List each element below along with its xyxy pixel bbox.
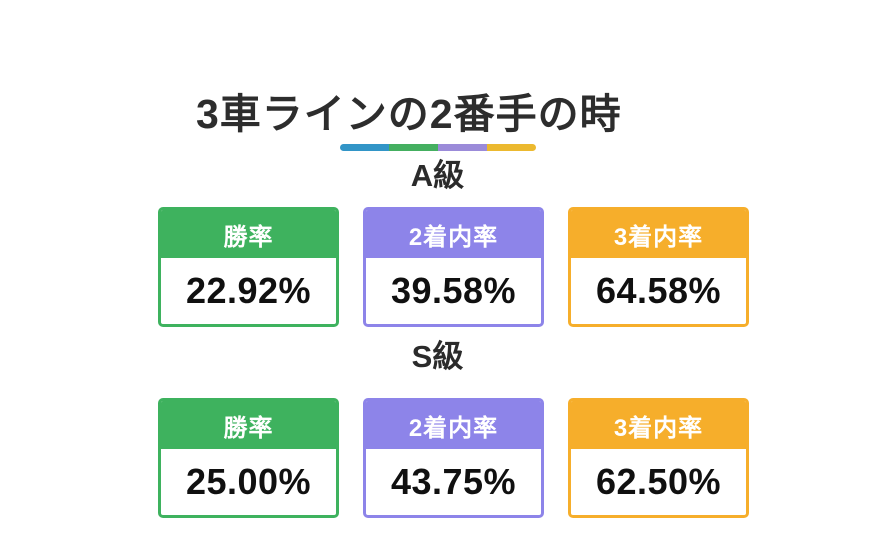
divider-segment-yellow	[487, 144, 536, 151]
stat-card-value: 22.92%	[185, 270, 312, 311]
section-a-heading: A級	[410, 158, 465, 193]
section-a-cards-row: 勝率 22.92% 2着内率 39.58% 3着内率 64.58%	[158, 207, 749, 327]
stat-card-label: 勝率	[161, 401, 336, 449]
stat-card-label: 3着内率	[571, 401, 746, 449]
stat-card-value: 43.75%	[390, 461, 517, 502]
stat-card-label: 勝率	[161, 210, 336, 258]
stat-card-label: 3着内率	[571, 210, 746, 258]
section-s-heading: S級	[411, 339, 464, 374]
stat-card-a-top3-rate: 3着内率 64.58%	[568, 207, 749, 327]
divider-segment-purple	[438, 144, 487, 151]
stat-card-s-win-rate: 勝率 25.00%	[158, 398, 339, 518]
stat-card-a-win-rate: 勝率 22.92%	[158, 207, 339, 327]
stat-card-label: 2着内率	[366, 401, 541, 449]
stat-card-label: 2着内率	[366, 210, 541, 258]
stat-card-value: 62.50%	[595, 461, 722, 502]
page-title: 3車ラインの2番手の時	[196, 91, 622, 137]
stat-card-value: 39.58%	[390, 270, 517, 311]
divider-segment-green	[389, 144, 438, 151]
section-s-cards-row: 勝率 25.00% 2着内率 43.75% 3着内率 62.50%	[158, 398, 749, 518]
stat-card-value: 64.58%	[595, 270, 722, 311]
stat-card-s-top2-rate: 2着内率 43.75%	[363, 398, 544, 518]
stat-card-s-top3-rate: 3着内率 62.50%	[568, 398, 749, 518]
title-divider	[340, 144, 536, 151]
stat-card-value: 25.00%	[185, 461, 312, 502]
stat-card-a-top2-rate: 2着内率 39.58%	[363, 207, 544, 327]
divider-segment-blue	[340, 144, 389, 151]
